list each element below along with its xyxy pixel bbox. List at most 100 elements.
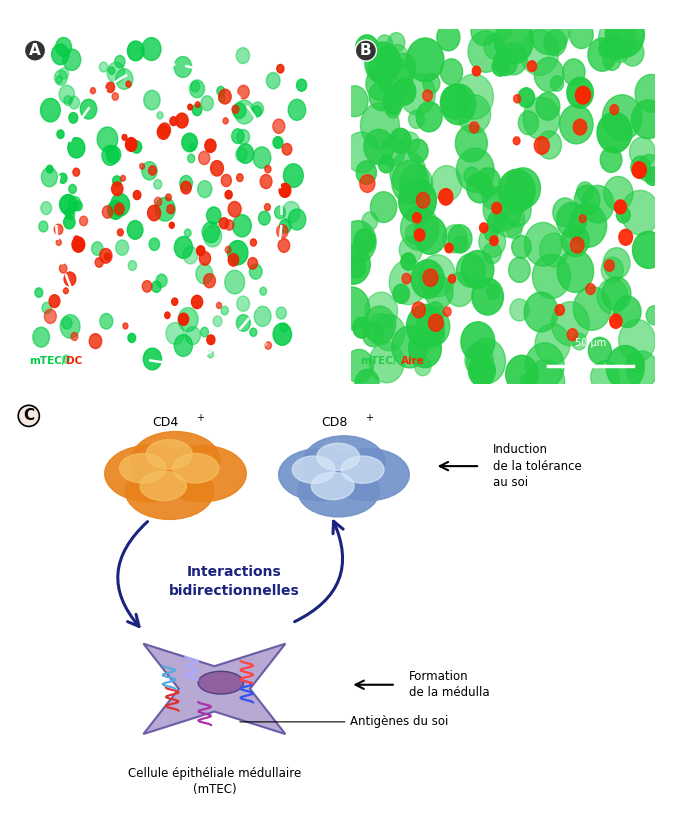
Circle shape xyxy=(71,332,78,341)
Circle shape xyxy=(601,257,623,283)
Circle shape xyxy=(276,307,286,319)
Circle shape xyxy=(199,252,211,265)
Circle shape xyxy=(456,148,494,192)
Circle shape xyxy=(191,82,200,92)
Circle shape xyxy=(227,241,248,265)
Circle shape xyxy=(498,169,535,212)
Circle shape xyxy=(626,351,658,388)
Circle shape xyxy=(369,342,404,383)
Circle shape xyxy=(411,260,444,299)
Circle shape xyxy=(253,147,271,168)
Circle shape xyxy=(385,100,401,118)
Text: Cellule épithéliale médullaire
(mTEC): Cellule épithéliale médullaire (mTEC) xyxy=(128,767,301,796)
Circle shape xyxy=(41,167,57,186)
Circle shape xyxy=(535,323,570,365)
Circle shape xyxy=(74,201,82,211)
Circle shape xyxy=(69,196,81,210)
Circle shape xyxy=(518,87,535,107)
Circle shape xyxy=(112,92,118,101)
Circle shape xyxy=(425,323,445,346)
Circle shape xyxy=(126,81,131,87)
Text: mTEC/: mTEC/ xyxy=(29,356,65,366)
Circle shape xyxy=(445,243,453,252)
Circle shape xyxy=(189,144,195,150)
Circle shape xyxy=(398,179,436,223)
Circle shape xyxy=(574,185,600,214)
Circle shape xyxy=(126,138,137,151)
Circle shape xyxy=(273,119,285,134)
Circle shape xyxy=(228,201,241,217)
Circle shape xyxy=(42,302,51,314)
Circle shape xyxy=(63,288,68,294)
Circle shape xyxy=(174,57,192,78)
Circle shape xyxy=(371,191,397,223)
Text: B: B xyxy=(360,43,372,58)
Circle shape xyxy=(188,104,192,110)
Circle shape xyxy=(468,31,504,73)
Circle shape xyxy=(423,269,438,286)
Circle shape xyxy=(510,299,529,321)
Circle shape xyxy=(149,238,159,251)
Circle shape xyxy=(506,220,522,238)
Circle shape xyxy=(470,122,479,133)
Circle shape xyxy=(490,236,498,246)
Circle shape xyxy=(64,96,72,106)
Circle shape xyxy=(646,306,662,325)
Circle shape xyxy=(233,214,251,237)
Circle shape xyxy=(406,224,423,243)
Circle shape xyxy=(512,235,531,258)
Circle shape xyxy=(360,103,400,148)
Circle shape xyxy=(562,59,585,85)
Circle shape xyxy=(575,87,591,104)
Circle shape xyxy=(202,222,219,243)
Circle shape xyxy=(468,356,495,387)
Circle shape xyxy=(219,218,229,229)
Circle shape xyxy=(80,216,88,226)
FancyArrowPatch shape xyxy=(117,521,148,626)
Circle shape xyxy=(619,319,655,362)
Circle shape xyxy=(200,328,209,337)
Text: +: + xyxy=(364,412,373,422)
Circle shape xyxy=(133,191,141,200)
Circle shape xyxy=(278,238,290,252)
Circle shape xyxy=(621,40,644,66)
Text: Antigènes du soi: Antigènes du soi xyxy=(240,715,449,728)
Circle shape xyxy=(616,207,630,223)
Circle shape xyxy=(377,35,393,54)
Circle shape xyxy=(59,68,69,79)
Circle shape xyxy=(476,167,500,196)
Circle shape xyxy=(55,70,68,85)
Circle shape xyxy=(232,129,244,144)
Circle shape xyxy=(483,186,522,231)
Circle shape xyxy=(487,284,500,299)
Circle shape xyxy=(170,117,178,125)
Circle shape xyxy=(148,166,157,175)
Circle shape xyxy=(479,226,506,257)
Circle shape xyxy=(570,21,593,49)
Circle shape xyxy=(232,106,239,114)
Circle shape xyxy=(389,260,428,304)
Circle shape xyxy=(279,219,291,233)
Circle shape xyxy=(143,348,161,370)
Circle shape xyxy=(165,312,170,318)
Text: 50 µm: 50 µm xyxy=(575,338,607,348)
Circle shape xyxy=(414,216,446,254)
Circle shape xyxy=(174,237,192,258)
Circle shape xyxy=(221,306,228,315)
Circle shape xyxy=(142,38,161,60)
Circle shape xyxy=(211,161,223,176)
Circle shape xyxy=(400,237,423,263)
Circle shape xyxy=(252,106,261,117)
Circle shape xyxy=(63,355,70,363)
Circle shape xyxy=(144,90,160,110)
Circle shape xyxy=(560,105,593,144)
Circle shape xyxy=(237,296,250,311)
Circle shape xyxy=(104,253,110,260)
Circle shape xyxy=(448,224,472,252)
Circle shape xyxy=(458,95,491,134)
Circle shape xyxy=(630,137,655,167)
Circle shape xyxy=(437,24,460,51)
Circle shape xyxy=(201,96,213,111)
Circle shape xyxy=(217,87,225,96)
Circle shape xyxy=(59,264,67,273)
